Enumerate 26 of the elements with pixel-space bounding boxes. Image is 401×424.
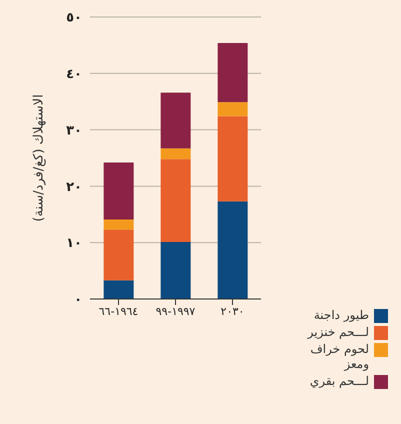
bar — [218, 102, 248, 116]
bar — [104, 280, 134, 299]
x-tick-label: ١٩٦٤-٦٦ — [98, 304, 138, 318]
y-tick-label: ١٠ — [66, 236, 82, 252]
bar — [104, 162, 134, 220]
y-tick-label: ٥٠ — [66, 10, 82, 26]
bar — [218, 42, 248, 102]
legend-label: طيور داجنة — [312, 308, 369, 323]
legend-label: لـــحم خنزير — [306, 325, 369, 340]
y-axis-title: الاستهلاك (كغ/فرد/سنة) — [32, 94, 47, 222]
bar — [218, 201, 248, 299]
legend-label: لحوم خراف ومعز — [309, 342, 369, 372]
y-tick-label: ٣٠ — [66, 123, 82, 138]
bar — [160, 242, 191, 299]
bar — [218, 116, 248, 202]
y-tick-label: ٠ — [74, 292, 82, 308]
y-tick-label: ٢٠ — [66, 180, 82, 195]
bar — [160, 92, 191, 148]
bar — [104, 230, 134, 280]
bar — [160, 159, 191, 242]
bar — [160, 148, 191, 160]
bar — [104, 219, 134, 230]
x-tick-label: ٢٠٣٠ — [220, 304, 244, 318]
legend-label: لـــحم بقري — [308, 374, 369, 389]
y-tick-label: ٤٠ — [66, 67, 82, 82]
x-tick-label: ١٩٩٧-٩٩ — [156, 304, 196, 318]
